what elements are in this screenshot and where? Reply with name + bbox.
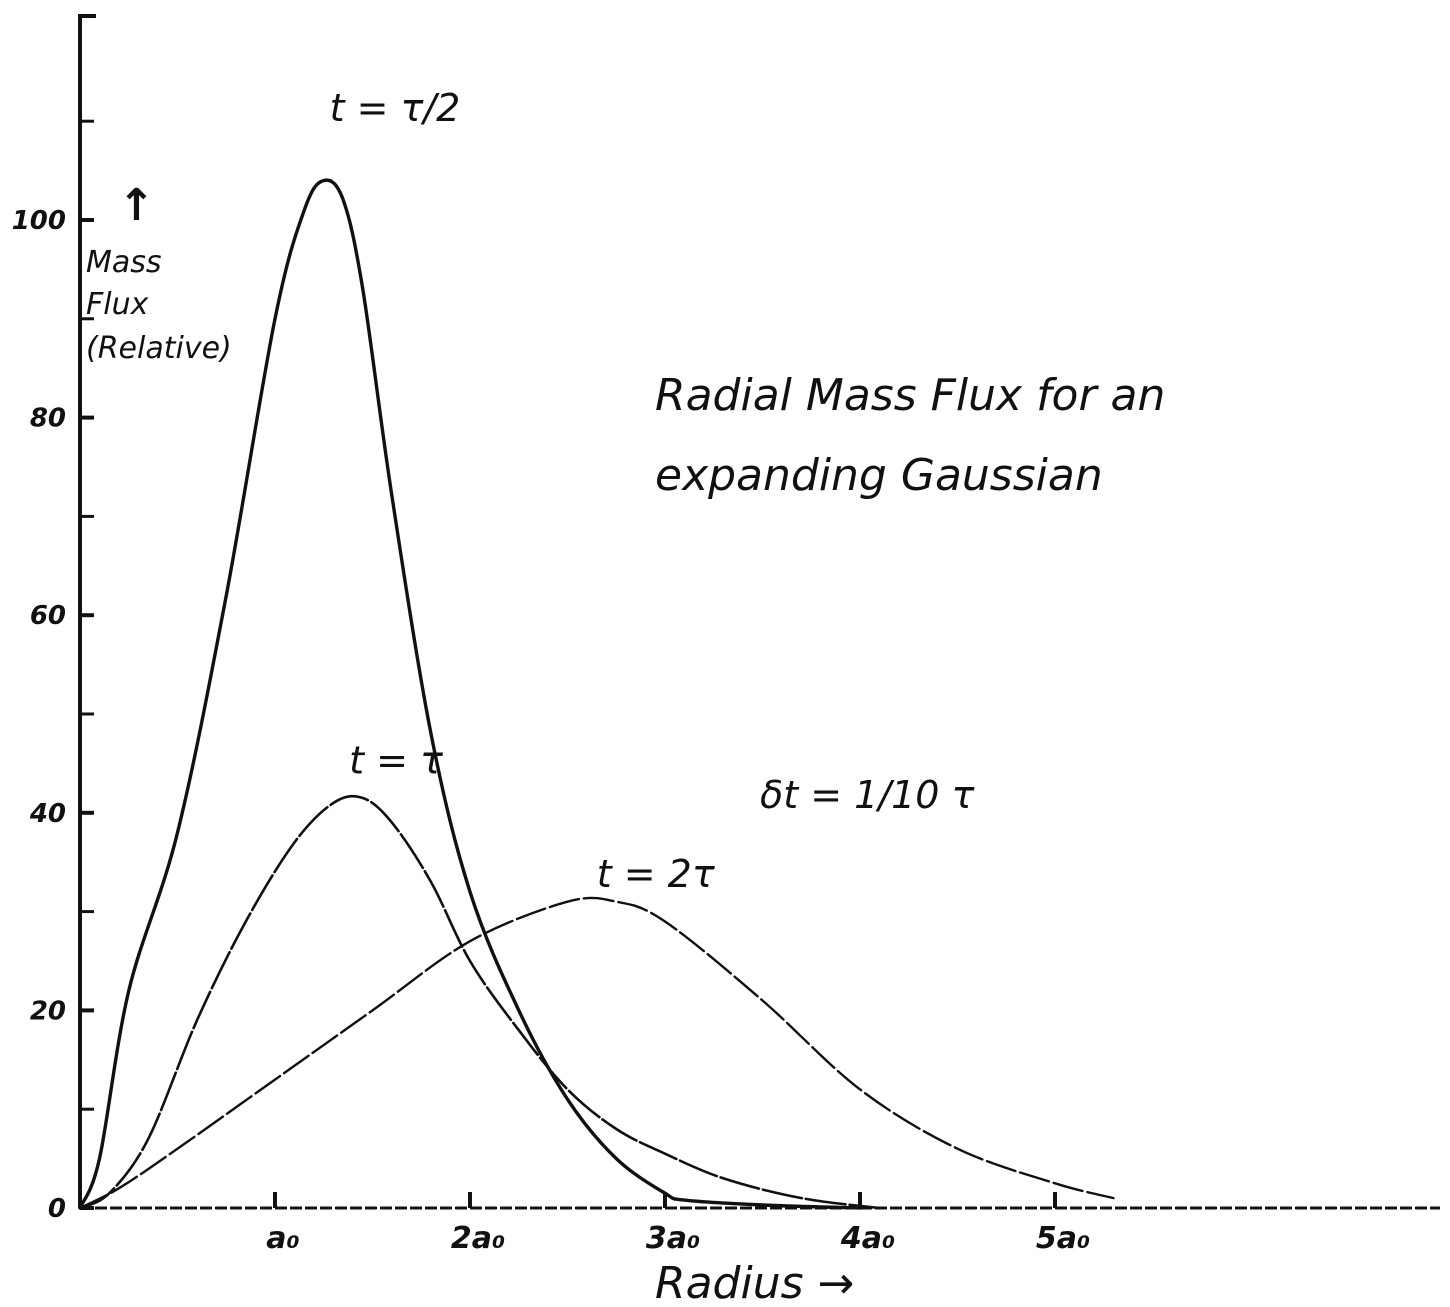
axes — [78, 14, 1440, 1210]
y-tick-label-1: 20 — [30, 996, 66, 1026]
series-line-1 — [78, 178, 862, 1210]
chart-title: Radial Mass Flux for an expanding Gaussi… — [655, 370, 1165, 501]
y-tick-label-0: 0 — [48, 1194, 66, 1224]
curve-labels: t = τ/2 t = τ t = 2τ — [330, 86, 716, 896]
series-label-2: t = τ — [349, 738, 444, 782]
curves — [78, 178, 1115, 1210]
series-line-3 — [78, 896, 1115, 1210]
x-axis-label: Radius → — [655, 1258, 854, 1307]
tick-marks — [80, 119, 1057, 1210]
y-axis-arrow: ↑ — [118, 180, 155, 231]
x-tick-label-3: 4a₀ — [840, 1221, 895, 1256]
delta-t-annotation: δt = 1/10 τ — [760, 773, 976, 817]
y-tick-label-5: 100 — [12, 206, 66, 236]
x-tick-label-0: a₀ — [266, 1221, 299, 1256]
tick-labels: 0 20 40 60 80 100 a₀ 2a₀ 3a₀ 4a₀ 5a₀ — [12, 206, 1090, 1256]
chart-title-line-2: expanding Gaussian — [655, 450, 1103, 501]
y-tick-label-3: 60 — [30, 601, 66, 631]
y-tick-label-2: 40 — [29, 799, 66, 829]
x-tick-label-2: 3a₀ — [646, 1221, 700, 1256]
y-axis-label-line-2: Flux — [86, 287, 149, 322]
y-axis-label-line-1: Mass — [86, 245, 162, 280]
x-tick-label-1: 2a₀ — [451, 1221, 505, 1256]
chart-title-line-1: Radial Mass Flux for an — [655, 370, 1165, 421]
series-label-1: t = τ/2 — [330, 86, 461, 130]
series-line-2 — [78, 794, 881, 1210]
series-label-3: t = 2τ — [597, 852, 716, 896]
y-axis-label: ↑ Mass Flux (Relative) — [86, 180, 232, 366]
y-tick-label-4: 80 — [30, 404, 66, 434]
x-tick-label-4: 5a₀ — [1036, 1221, 1090, 1256]
y-axis-label-line-3: (Relative) — [86, 331, 232, 366]
